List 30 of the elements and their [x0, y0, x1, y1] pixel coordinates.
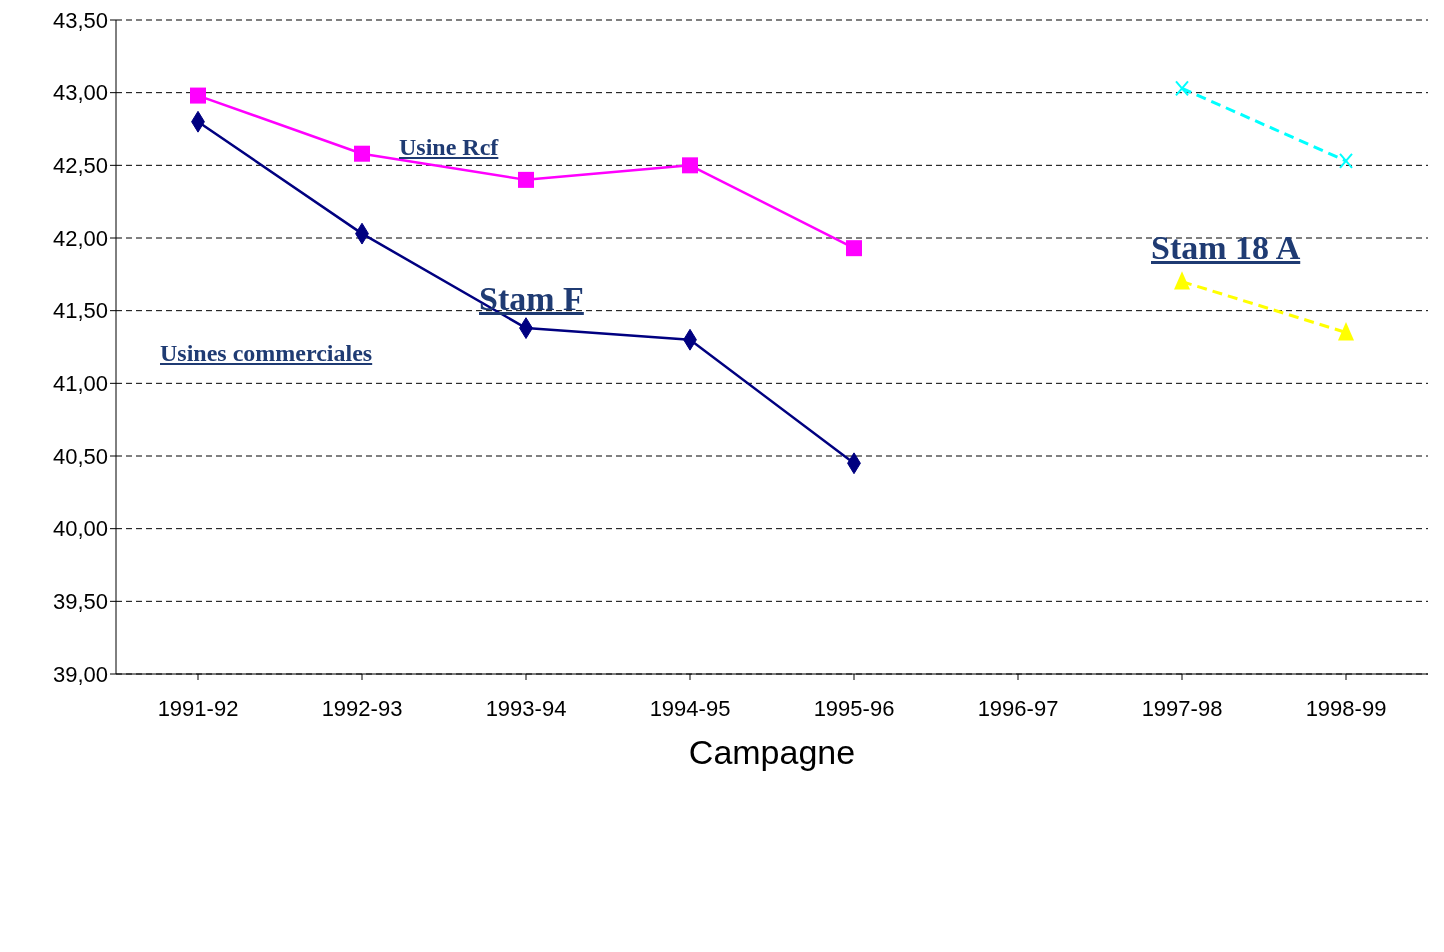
point [190, 87, 206, 104]
y-tick-label: 43,00 [52, 80, 108, 106]
x-tick-label: 1991-92 [157, 695, 239, 721]
x-tick-label: 1993-94 [485, 695, 567, 721]
x-tick-label: 1998-99 [1305, 695, 1387, 721]
y-tick-label: 40,00 [52, 516, 108, 542]
y-tick-label: 41,50 [52, 298, 108, 324]
annotation: Usines commerciales [160, 340, 373, 367]
x-tick-label: 1992-93 [321, 695, 403, 721]
annotation: Stam 18 A [1151, 229, 1301, 267]
y-tick-label: 42,00 [52, 225, 108, 251]
x-tick-label: 1996-97 [977, 695, 1059, 721]
x-tick-label: 1995-96 [813, 695, 895, 721]
y-tick-label: 43,50 [52, 7, 108, 33]
y-tick-label: 41,00 [52, 371, 108, 397]
x-axis-title: Campagne [688, 733, 856, 771]
point [846, 240, 862, 257]
y-tick-label: 42,50 [52, 153, 108, 179]
point [1339, 152, 1353, 169]
point [682, 157, 698, 174]
point [354, 145, 370, 162]
y-tick-label: 39,50 [52, 589, 108, 615]
annotation: Stam F [479, 280, 584, 318]
x-tick-label: 1997-98 [1141, 695, 1223, 721]
point [1175, 80, 1189, 97]
y-tick-label: 40,50 [52, 443, 108, 469]
y-tick-label: 39,00 [52, 661, 108, 687]
x-tick-label: 1994-95 [649, 695, 731, 721]
annotation: Usine Rcf [399, 134, 499, 161]
point [518, 171, 534, 188]
